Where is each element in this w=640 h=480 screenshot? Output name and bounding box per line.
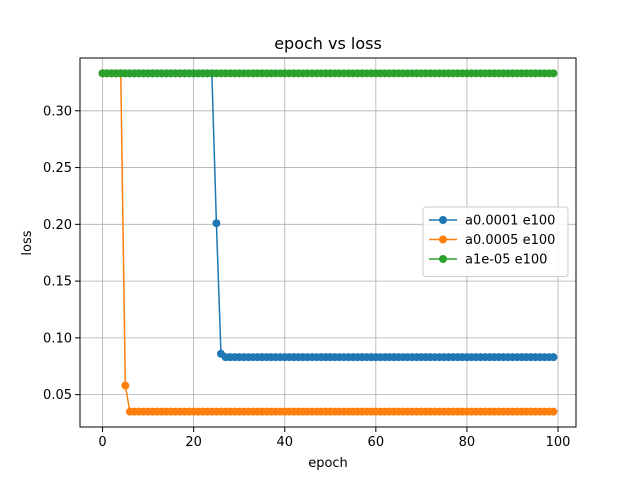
legend-marker (439, 255, 447, 263)
series-1 (98, 69, 558, 416)
series-2 (98, 69, 558, 78)
legend-item: a1e-05 e100 (429, 253, 547, 268)
legend-box (422, 206, 569, 277)
y-tick-label: 0.20 (43, 218, 72, 233)
legend-item: a0.0005 e100 (429, 233, 555, 248)
plot-frame (79, 57, 577, 428)
y-tick-label: 0.10 (43, 331, 72, 346)
x-tick-label: 60 (368, 435, 385, 450)
data-point (549, 407, 558, 416)
y-tick-label: 0.15 (43, 275, 72, 290)
y-tick-label: 0.05 (43, 388, 72, 403)
legend: a0.0001 e100 a0.0005 e100 a1e-05 e100 (422, 206, 569, 277)
y-axis-ticks: 0.05 0.10 0.15 0.20 0.25 0.30 (43, 104, 80, 403)
data-point (212, 219, 221, 228)
x-axis-ticks: 0 20 40 60 80 100 (98, 427, 570, 450)
legend-marker (439, 216, 447, 224)
y-axis-label: loss (20, 230, 35, 255)
x-tick-label: 0 (98, 435, 106, 450)
legend-label: a0.0001 e100 (465, 214, 555, 229)
chart-title: epoch vs loss (274, 34, 382, 53)
legend-label: a1e-05 e100 (465, 253, 547, 268)
data-point (121, 381, 130, 390)
series-layer (98, 69, 558, 416)
legend-label: a0.0005 e100 (465, 233, 555, 248)
x-tick-label: 100 (546, 435, 571, 450)
x-tick-label: 20 (185, 435, 202, 450)
legend-item: a0.0001 e100 (429, 214, 555, 229)
y-tick-label: 0.25 (43, 161, 72, 176)
data-point (549, 69, 558, 78)
y-tick-label: 0.30 (43, 104, 72, 119)
x-tick-label: 80 (459, 435, 476, 450)
data-point (549, 353, 558, 362)
x-axis-label: epoch (308, 456, 348, 471)
legend-marker (439, 235, 447, 244)
x-tick-label: 40 (276, 435, 293, 450)
